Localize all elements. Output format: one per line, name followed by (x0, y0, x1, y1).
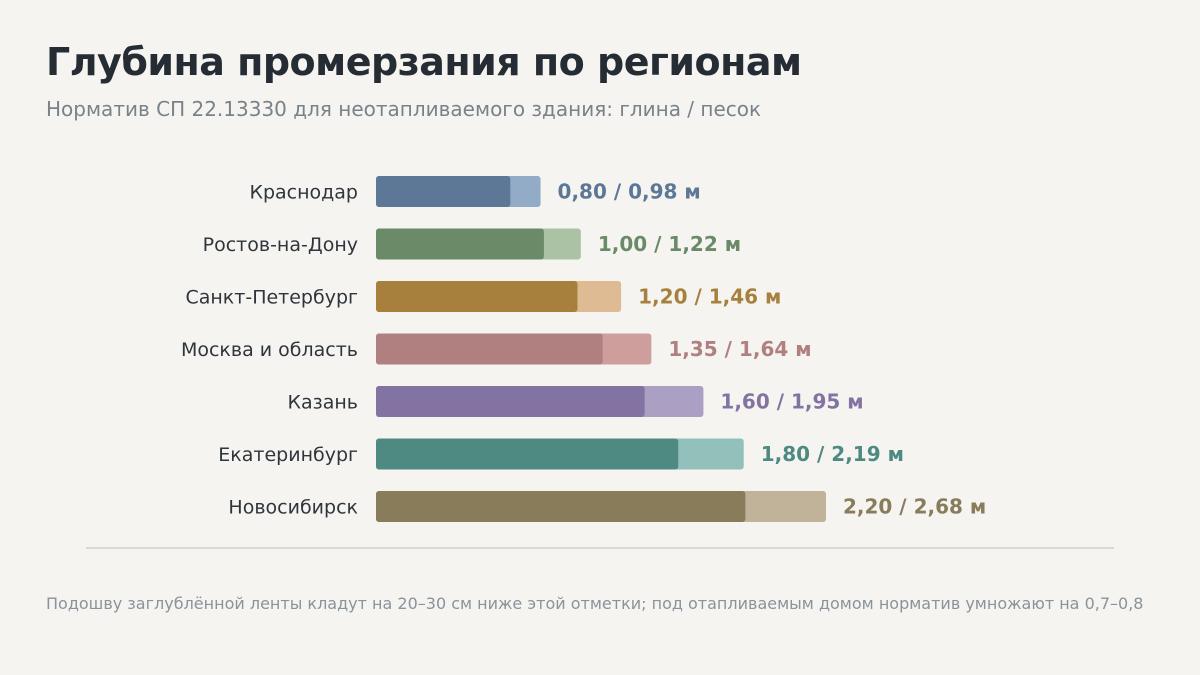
bar-clay (376, 176, 511, 207)
bar-clay (376, 333, 603, 365)
bar-clay (376, 386, 645, 417)
category-label: Ростов-на-Дону (203, 234, 358, 256)
value-label: 1,00 / 1,22 м (598, 232, 741, 256)
value-label: 1,80 / 2,19 м (761, 442, 904, 466)
value-label: 0,80 / 0,98 м (558, 180, 701, 204)
category-label: Екатеринбург (218, 444, 358, 466)
bar-clay (376, 281, 578, 312)
category-label: Казань (288, 392, 359, 414)
category-label: Новосибирск (228, 497, 358, 519)
category-label: Санкт-Петербург (185, 287, 358, 309)
bar-clay (376, 491, 746, 522)
category-label: Краснодар (249, 182, 358, 204)
value-label: 1,20 / 1,46 м (638, 285, 781, 309)
footnote: Подошву заглублённой ленты кладут на 20–… (46, 594, 1144, 613)
value-label: 1,35 / 1,64 м (668, 337, 811, 361)
chart-title: Глубина промерзания по регионам (46, 40, 802, 84)
bar-clay (376, 228, 544, 260)
value-label: 2,20 / 2,68 м (843, 495, 986, 519)
category-label: Москва и область (181, 339, 358, 361)
bar-clay (376, 438, 679, 470)
chart-subtitle: Норматив СП 22.13330 для неотапливаемого… (46, 97, 762, 121)
value-label: 1,60 / 1,95 м (720, 390, 863, 414)
